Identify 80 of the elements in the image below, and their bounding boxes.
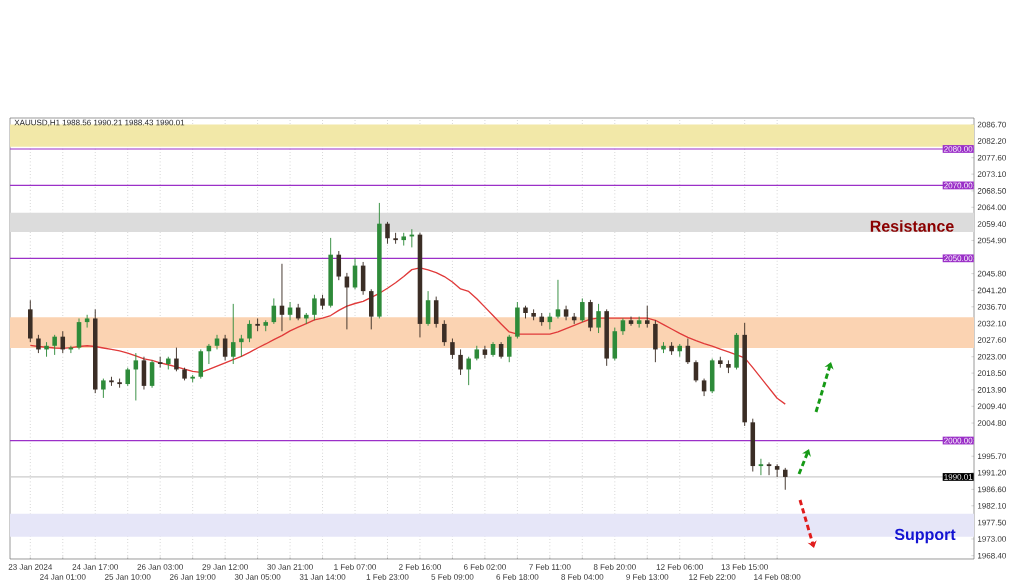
candlestick — [588, 299, 593, 332]
candlestick — [531, 308, 536, 321]
y-tick-label: 1991.20 — [977, 469, 1006, 476]
x-tick-label: 12 Feb 06:00 — [656, 563, 703, 570]
candlestick — [125, 367, 130, 387]
y-tick-label: 1968.40 — [977, 552, 1006, 559]
candlestick — [255, 317, 260, 332]
candlestick — [644, 305, 650, 329]
candlestick — [101, 378, 106, 399]
y-tick-label: 2009.40 — [977, 403, 1006, 410]
candlestick — [190, 374, 195, 383]
y-tick-label: 2013.90 — [977, 387, 1006, 393]
x-tick-label: 12 Feb 22:00 — [689, 573, 736, 580]
candlestick — [28, 299, 33, 343]
x-tick-label: 13 Feb 15:00 — [721, 563, 768, 570]
y-tick-label: 2027.60 — [977, 337, 1006, 343]
y-tick-label: 2064.00 — [977, 204, 1006, 211]
y-tick-label: 2018.50 — [977, 370, 1006, 376]
candlestick — [393, 232, 398, 245]
y-tick-label: 2073.10 — [977, 171, 1006, 177]
annotation: XAUUSD,H1 1988.56 1990.21 1988.43 1990.01 — [14, 119, 185, 127]
y-tick-label: 2036.70 — [977, 303, 1006, 310]
candlestick — [117, 378, 122, 389]
x-tick-label: 30 Jan 05:00 — [234, 574, 281, 580]
ref-line-label: 2000.00 — [944, 437, 973, 444]
candlestick — [230, 303, 236, 365]
y-tick-label: 2054.90 — [977, 237, 1006, 244]
x-tick-label: 24 Jan 01:00 — [40, 574, 86, 580]
x-tick-label: 26 Jan 03:00 — [137, 564, 183, 570]
candlestick — [312, 294, 317, 321]
x-tick-label: 9 Feb 13:00 — [626, 573, 669, 580]
y-tick-label: 2086.70 — [977, 121, 1006, 128]
y-tick-label: 2032.10 — [977, 320, 1006, 327]
x-tick-label: 30 Jan 21:00 — [267, 564, 313, 570]
candlestick — [401, 232, 406, 247]
x-tick-label: 8 Feb 04:00 — [561, 573, 604, 580]
ref-line-label: 2050.00 — [944, 255, 973, 262]
y-tick-label: 2068.50 — [977, 188, 1006, 194]
y-tick-label: 1982.10 — [977, 502, 1006, 509]
x-tick-label: 7 Feb 11:00 — [529, 563, 571, 570]
y-tick-label: 1977.50 — [977, 519, 1006, 526]
y-tick-label: 1986.60 — [977, 486, 1006, 493]
ref-line-label: 2080.00 — [944, 146, 973, 152]
ref-line-label: 1990.01 — [944, 474, 973, 480]
x-tick-label: 23 Jan 2024 — [8, 564, 53, 570]
text: Resistance — [870, 220, 954, 232]
text: Support — [894, 528, 956, 544]
candlestick — [718, 356, 723, 369]
x-tick-label: 26 Jan 19:00 — [169, 574, 216, 580]
candlestick — [109, 376, 114, 387]
x-tick-label: 1 Feb 23:00 — [366, 573, 409, 580]
y-tick-label: 1973.00 — [977, 536, 1006, 542]
y-tick-label: 2077.60 — [977, 154, 1006, 161]
x-tick-label: 24 Jan 17:00 — [72, 564, 119, 570]
x-tick-label: 5 Feb 09:00 — [431, 573, 474, 580]
candlestick — [368, 288, 374, 330]
candlestick — [182, 367, 187, 381]
candlestick — [726, 359, 731, 374]
candlestick — [596, 303, 601, 334]
x-tick-label: 6 Feb 18:00 — [496, 573, 539, 580]
x-tick-label: 1 Feb 07:00 — [334, 563, 377, 570]
y-tick-label: 2004.80 — [977, 420, 1006, 426]
x-tick-label: 29 Jan 12:00 — [202, 564, 248, 570]
y-tick-label: 2045.80 — [977, 270, 1006, 277]
x-tick-label: 14 Feb 08:00 — [754, 573, 801, 580]
x-tick-label: 31 Jan 14:00 — [299, 574, 346, 580]
x-tick-label: 8 Feb 20:00 — [593, 563, 636, 570]
candlestick — [263, 319, 268, 332]
x-tick-label: 6 Feb 02:00 — [463, 563, 506, 570]
y-tick-label: 2041.20 — [977, 287, 1006, 294]
x-tick-label: 2 Feb 16:00 — [399, 563, 441, 570]
ref-line-label: 2070.00 — [944, 182, 973, 189]
candlestick — [320, 294, 325, 310]
y-tick-label: 2059.40 — [977, 221, 1006, 227]
candlestick — [247, 319, 252, 343]
y-tick-label: 2082.20 — [977, 138, 1006, 144]
candlestick — [450, 338, 455, 360]
y-tick-label: 2023.00 — [977, 353, 1006, 360]
x-tick-label: 25 Jan 10:00 — [104, 574, 151, 580]
y-tick-label: 1995.70 — [977, 453, 1006, 460]
